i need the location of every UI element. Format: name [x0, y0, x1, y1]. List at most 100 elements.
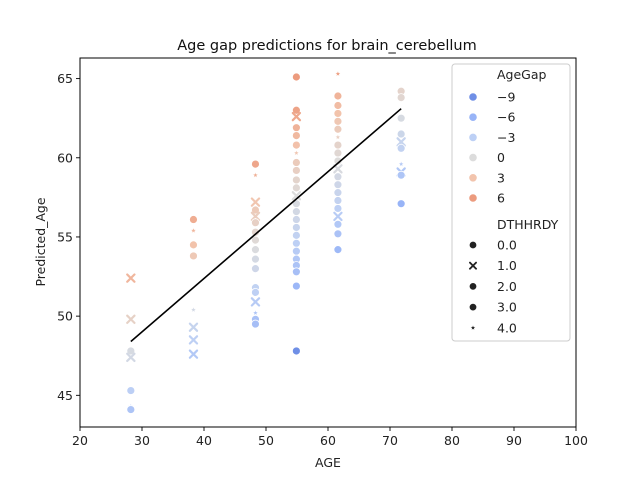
y-tick-label-55: 55 [57, 229, 73, 244]
data-point-23 [251, 245, 260, 255]
chart-title: Age gap predictions for brain_cerebellum [177, 38, 477, 54]
data-point-49 [291, 238, 301, 248]
x-tick-label-50: 50 [258, 433, 274, 448]
data-point-13 [188, 335, 199, 345]
x-tick-label-90: 90 [506, 433, 522, 448]
data-point-80-stroke-b [396, 137, 406, 147]
data-point-85 [396, 199, 406, 209]
legend-hue-title: AgeGap [497, 67, 547, 82]
data-point-79 [396, 129, 406, 139]
legend-style-marker-1-stroke-b [469, 261, 477, 270]
legend-hue-label-5: 6 [497, 191, 505, 206]
data-point-14-stroke-b [188, 349, 199, 359]
data-point-47 [291, 223, 301, 232]
x-axis-label: AGE [315, 455, 341, 470]
data-point-34 [291, 111, 302, 122]
data-point-24 [251, 254, 260, 264]
data-point-32 [291, 72, 301, 82]
data-point-67 [333, 172, 343, 182]
data-point-55 [291, 346, 301, 356]
data-point-9 [189, 240, 198, 250]
data-point-53 [291, 267, 301, 277]
legend-style-label-2: 2.0 [497, 279, 517, 294]
data-point-13-stroke-b [188, 335, 199, 345]
y-tick-label-65: 65 [57, 71, 73, 86]
data-point-63 [333, 140, 343, 150]
data-point-2 [126, 346, 136, 356]
data-point-48 [291, 230, 301, 240]
data-point-69 [333, 188, 343, 198]
data-point-84 [396, 170, 406, 180]
data-point-31 [251, 319, 260, 329]
data-point-19 [250, 211, 261, 222]
legend-hue-label-1: −6 [497, 110, 515, 125]
legend-box [451, 63, 571, 342]
legend-style-marker-2 [468, 282, 478, 291]
data-point-41 [291, 175, 301, 185]
legend-style-entries: 0.0 1.0 2.0 3.0 4.0 [468, 238, 517, 335]
data-point-61 [333, 124, 343, 134]
data-point-1 [126, 314, 136, 325]
data-point-0 [126, 273, 136, 283]
data-point-14 [188, 349, 199, 359]
data-point-57 [333, 91, 343, 101]
points-layer [126, 70, 406, 414]
legend-style-title: DTHHRDY [497, 217, 559, 232]
legend-style-label-0: 0.0 [497, 238, 517, 253]
data-point-82 [397, 160, 405, 167]
x-tick-label-30: 30 [134, 433, 150, 448]
data-point-35 [291, 123, 301, 133]
data-point-42 [291, 183, 301, 193]
data-point-25 [251, 264, 260, 274]
legend-hue-label-4: 3 [497, 170, 505, 185]
y-tick-label-45: 45 [57, 388, 73, 403]
data-point-78 [396, 113, 406, 123]
data-point-8 [190, 227, 197, 234]
regression-line-layer [130, 108, 402, 343]
data-point-71 [333, 204, 343, 213]
data-point-75 [333, 245, 343, 255]
x-tick-label-40: 40 [196, 433, 212, 448]
plot-area [79, 57, 577, 428]
y-tick-label-50: 50 [57, 309, 73, 324]
data-point-27 [251, 287, 260, 297]
data-point-0-stroke-b [126, 273, 136, 283]
data-point-7 [189, 215, 198, 224]
data-point-43 [291, 191, 302, 201]
data-point-17 [250, 197, 261, 207]
legend-hue-marker-0 [468, 92, 478, 102]
data-point-12-stroke-b [188, 322, 199, 332]
x-tick-label-20: 20 [72, 433, 88, 448]
legend-hue-label-3: 0 [497, 150, 505, 165]
legend-style-marker-1 [469, 261, 477, 270]
data-point-45 [291, 207, 301, 217]
legend-style-marker-3 [468, 302, 478, 312]
data-point-18 [251, 205, 260, 215]
data-point-3-stroke-b [126, 352, 136, 363]
data-point-39 [291, 158, 301, 167]
data-point-54 [291, 281, 301, 291]
legend: AgeGap −9 −6 −3 0 3 6 DTHHRDY 0.0 1.0 2.0 3.0 4.0 [451, 63, 571, 342]
data-point-4 [126, 386, 136, 395]
data-point-62 [334, 133, 342, 140]
data-point-70 [333, 196, 343, 205]
data-point-72 [333, 211, 343, 222]
legend-style-label-4: 4.0 [497, 320, 517, 335]
data-point-64 [333, 148, 343, 158]
data-point-59 [333, 109, 343, 118]
data-point-10 [189, 251, 198, 261]
legend-style-marker-0 [468, 240, 478, 250]
x-tick-label-100: 100 [564, 433, 588, 448]
legend-hue-marker-4 [468, 173, 478, 183]
data-point-80 [396, 137, 406, 147]
legend-hue-entries: −9 −6 −3 0 3 6 [468, 90, 515, 206]
legend-hue-marker-2 [468, 132, 478, 142]
data-point-28 [250, 297, 261, 307]
y-axis: 45 50 55 60 65 [57, 71, 80, 403]
x-tick-label-60: 60 [320, 433, 336, 448]
x-tick-label-70: 70 [382, 433, 398, 448]
legend-hue-marker-5 [468, 193, 478, 203]
data-point-56 [334, 70, 342, 77]
legend-hue-marker-3 [468, 153, 478, 163]
legend-hue-label-2: −3 [497, 130, 515, 145]
